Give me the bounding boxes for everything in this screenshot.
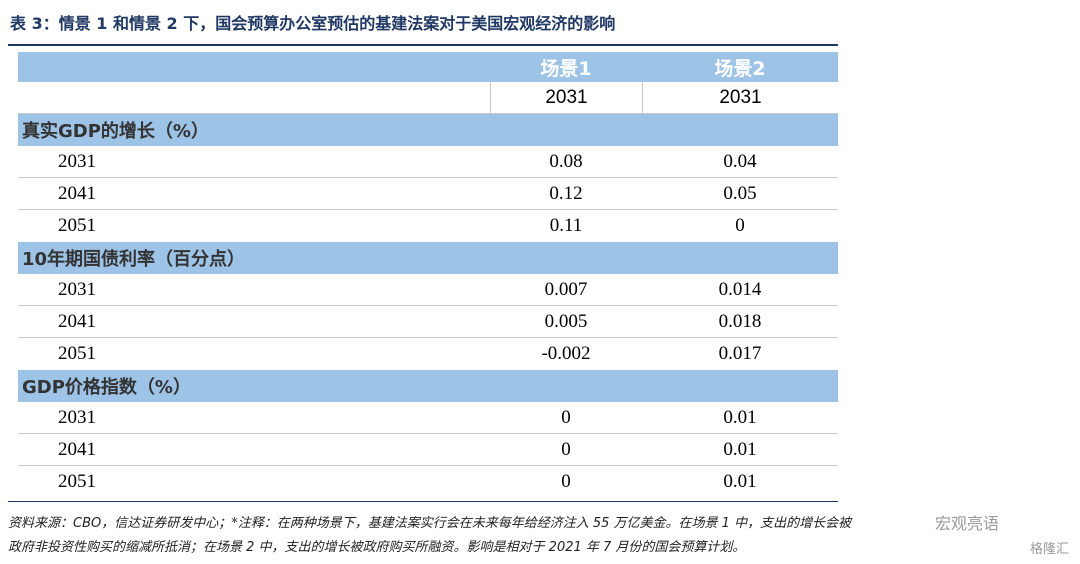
column-header: 场景1 — [540, 57, 592, 80]
header-band — [18, 52, 838, 82]
watermark: 格隆汇 — [1030, 542, 1070, 557]
footnote: 资料来源：CBO，信达证券研发中心；*注释：在两种场景下，基建法案实行会在未来每… — [8, 516, 852, 531]
cell-value: 0.12 — [549, 183, 583, 204]
section-band — [18, 114, 838, 146]
row-label: 2031 — [58, 407, 96, 428]
row-label: 2031 — [58, 151, 96, 172]
column-header: 场景2 — [714, 57, 766, 80]
title: 表 3：情景 1 和情景 2 下，国会预算办公室预估的基建法案对于美国宏观经济的… — [10, 14, 616, 33]
cell-value: 0.08 — [549, 151, 583, 172]
row-label: 2041 — [58, 311, 96, 332]
cell-value: 0.05 — [723, 183, 757, 204]
row-label: 2031 — [58, 279, 96, 300]
row-line — [18, 305, 838, 306]
section-title: 真实GDP的增长（%） — [22, 121, 209, 142]
cell-value: 0 — [561, 439, 571, 460]
footnote: 政府非投资性购买的缩减所抵消；在场景 2 中，支出的增长被政府购买所融资。影响是… — [8, 540, 746, 555]
cell-value: 0.04 — [723, 151, 757, 172]
cell-value: 0 — [561, 471, 571, 492]
section-band — [18, 370, 838, 402]
row-line — [18, 433, 838, 434]
year-header: 2031 — [642, 82, 838, 114]
cell-value: 0.007 — [544, 279, 588, 300]
cell-value: -0.002 — [541, 343, 591, 364]
cell-value: 0.11 — [549, 215, 583, 236]
cell-value: 0 — [735, 215, 745, 236]
cell-value: 0.017 — [718, 343, 762, 364]
row-label: 2051 — [58, 471, 96, 492]
section-band — [18, 242, 838, 274]
row-line — [18, 209, 838, 210]
cell-value: 0.005 — [544, 311, 588, 332]
rule — [8, 501, 838, 502]
year-header: 2031 — [490, 82, 642, 114]
cell-value: 0.01 — [723, 407, 757, 428]
watermark: 宏观亮语 — [935, 514, 1000, 533]
row-label: 2051 — [58, 343, 96, 364]
row-line — [18, 337, 838, 338]
cell-value: 0.01 — [723, 471, 757, 492]
row-line — [18, 465, 838, 466]
row-line — [18, 177, 838, 178]
row-line — [18, 113, 838, 114]
cell-value: 0.01 — [723, 439, 757, 460]
rule — [8, 44, 838, 46]
cell-value: 0 — [561, 407, 571, 428]
row-label: 2041 — [58, 183, 96, 204]
cell-value: 0.014 — [718, 279, 762, 300]
row-label: 2041 — [58, 439, 96, 460]
section-title: GDP价格指数（%） — [22, 377, 191, 398]
cell-value: 0.018 — [718, 311, 762, 332]
row-label: 2051 — [58, 215, 96, 236]
section-title: 10年期国债利率（百分点） — [22, 249, 246, 270]
